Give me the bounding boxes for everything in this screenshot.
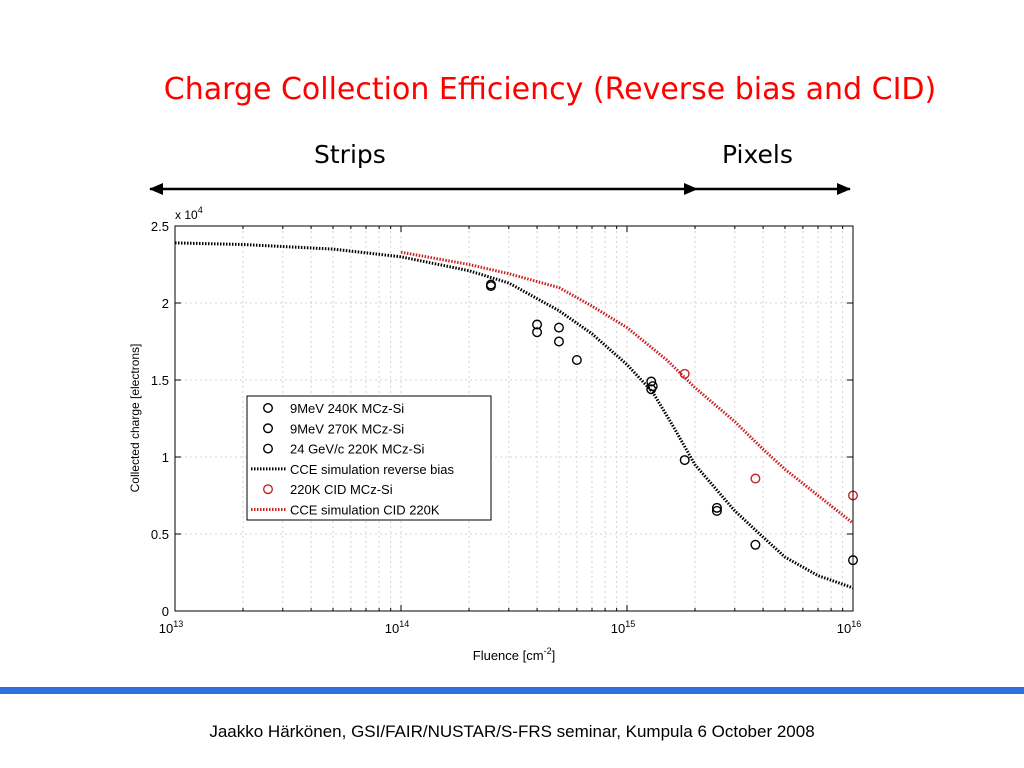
series-line: [400, 250, 854, 525]
data-point: [647, 381, 658, 392]
chart: 1013 1014 1015 1016 0 0.5 1 1.5 2 2.5 x 104 Colle…: [128, 183, 861, 663]
y-tick-label: 1.5: [151, 373, 169, 388]
slide-footer: Jaakko Härkönen, GSI/FAIR/NUSTAR/S-FRS s…: [209, 722, 815, 741]
legend-marker: [263, 443, 274, 454]
data-point: [532, 327, 543, 338]
ticks: 1013 1014 1015 1016 0 0.5 1 1.5 2 2.5: [151, 219, 861, 636]
data-point: [711, 502, 722, 513]
data-point: [553, 322, 564, 333]
pixels-label: Pixels: [722, 140, 793, 169]
data-point: [750, 539, 761, 550]
data-point: [532, 319, 543, 330]
data-point: [646, 376, 657, 387]
strips-label: Strips: [314, 140, 386, 169]
y-multiplier: x 104: [175, 205, 203, 222]
y-tick-label: 2: [162, 296, 169, 311]
data-point: [679, 368, 690, 379]
y-axis-label: Collected charge [electrons]: [128, 344, 142, 493]
plot-frame: [174, 225, 854, 612]
data-point: [679, 455, 690, 466]
legend-label: 9MeV 270K MCz-Si: [290, 421, 404, 436]
y-tick-label: 0.5: [151, 527, 169, 542]
legend: 9MeV 240K MCz-Si 9MeV 270K MCz-Si 24 GeV/c…: [246, 395, 492, 521]
data-point: [553, 336, 564, 347]
x-tick-label: 1016: [837, 619, 861, 636]
x-axis-label: Fluence [cm-2]: [473, 646, 555, 663]
x-tick-label: 1015: [611, 619, 635, 636]
x-tick-label: 1014: [385, 619, 409, 636]
legend-label: 9MeV 240K MCz-Si: [290, 401, 404, 416]
legend-box: [246, 395, 492, 521]
bottom-accent-bar: [0, 687, 1024, 694]
legend-marker: [263, 423, 274, 434]
y-tick-label: 0: [162, 604, 169, 619]
x-tick-label: 1013: [159, 619, 183, 636]
slide-title: Charge Collection Efficiency (Reverse bi…: [163, 72, 937, 107]
data-point: [750, 473, 761, 484]
legend-marker: [263, 484, 274, 495]
legend-marker: [263, 403, 274, 414]
data-point: [711, 505, 722, 516]
legend-label: 220K CID MCz-Si: [290, 482, 393, 497]
series-layer: [174, 241, 859, 590]
data-point: [571, 354, 582, 365]
y-tick-label: 2.5: [151, 219, 169, 234]
grid: [175, 226, 853, 611]
legend-label: CCE simulation CID 220K: [290, 503, 440, 518]
legend-label: CCE simulation reverse bias: [290, 462, 455, 477]
y-tick-label: 1: [162, 450, 169, 465]
data-point: [485, 279, 496, 290]
legend-label: 24 GeV/c 220K MCz-Si: [290, 442, 424, 457]
